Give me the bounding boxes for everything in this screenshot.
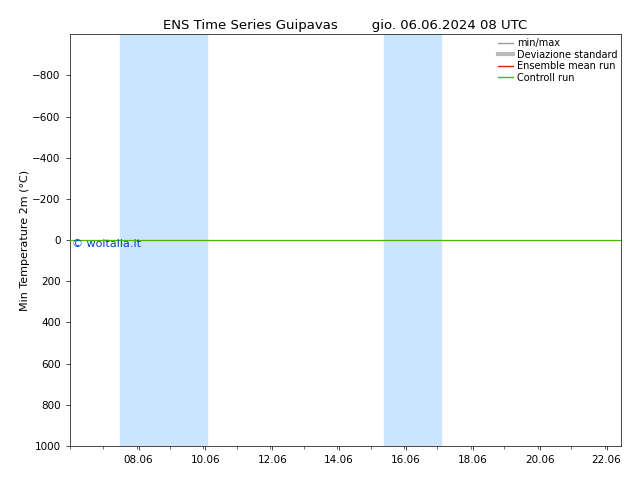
Y-axis label: Min Temperature 2m (°C): Min Temperature 2m (°C) <box>20 170 30 311</box>
Legend: min/max, Deviazione standard, Ensemble mean run, Controll run: min/max, Deviazione standard, Ensemble m… <box>496 36 619 84</box>
Text: © woitalia.it: © woitalia.it <box>72 239 141 249</box>
Title: ENS Time Series Guipavas        gio. 06.06.2024 08 UTC: ENS Time Series Guipavas gio. 06.06.2024… <box>164 19 527 32</box>
Bar <box>384 34 441 446</box>
Bar <box>120 34 207 446</box>
